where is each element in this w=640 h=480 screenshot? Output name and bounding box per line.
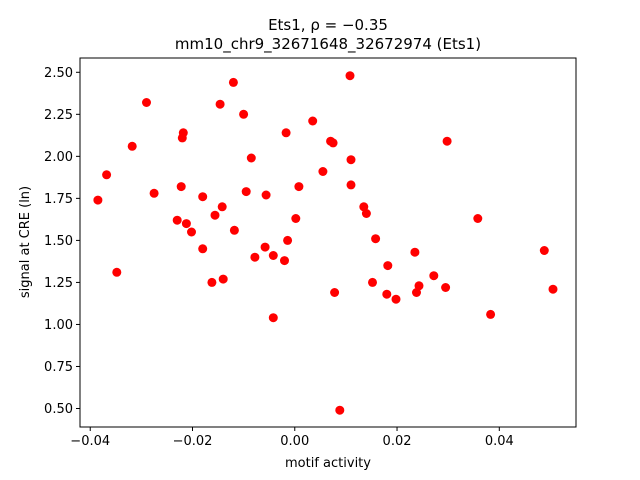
data-point bbox=[268, 251, 278, 260]
x-axis-label: motif activity bbox=[285, 456, 371, 471]
data-point bbox=[346, 155, 356, 165]
data-point bbox=[149, 188, 159, 198]
y-tick-label: 2.25 bbox=[44, 108, 73, 123]
data-point bbox=[429, 271, 439, 281]
data-point bbox=[261, 190, 271, 200]
data-point bbox=[280, 256, 289, 266]
x-tick-label: −0.02 bbox=[173, 434, 213, 449]
chart-title-line1: Ets1, ρ = −0.35 bbox=[268, 16, 388, 34]
data-point bbox=[217, 202, 227, 212]
data-point bbox=[215, 99, 225, 109]
data-point bbox=[281, 128, 291, 138]
data-point bbox=[198, 192, 208, 202]
x-tick-label: 0.04 bbox=[485, 434, 514, 449]
y-tick-label: 1.00 bbox=[44, 318, 73, 333]
data-point bbox=[318, 167, 328, 176]
data-points bbox=[93, 71, 558, 415]
data-point bbox=[187, 227, 196, 237]
x-axis-ticks: −0.04 −0.02 0.00 0.02 0.04 bbox=[70, 427, 514, 449]
data-point bbox=[346, 180, 356, 190]
data-point bbox=[308, 116, 318, 126]
data-point bbox=[228, 77, 238, 87]
data-point bbox=[246, 153, 256, 163]
data-point bbox=[93, 195, 103, 205]
chart-title-line2: mm10_chr9_32671648_32672974 (Ets1) bbox=[175, 35, 481, 54]
data-point bbox=[268, 313, 278, 323]
y-axis-ticks: 0.50 0.75 1.00 1.25 1.50 1.75 2.00 2.25 2.50 bbox=[44, 66, 80, 417]
data-point bbox=[283, 235, 293, 245]
data-point bbox=[178, 128, 188, 138]
y-tick-label: 0.75 bbox=[44, 360, 73, 375]
y-axis-label: signal at CRE (ln) bbox=[18, 186, 33, 298]
data-point bbox=[330, 288, 340, 297]
data-point bbox=[112, 267, 122, 277]
data-point bbox=[229, 225, 239, 235]
data-point bbox=[441, 283, 451, 292]
data-point bbox=[127, 141, 137, 151]
data-point bbox=[442, 136, 452, 146]
y-tick-label: 2.50 bbox=[44, 66, 73, 81]
data-point bbox=[539, 246, 549, 255]
data-point bbox=[250, 252, 260, 262]
data-point bbox=[473, 214, 483, 223]
data-point bbox=[239, 109, 249, 119]
data-point bbox=[291, 214, 301, 223]
data-point bbox=[361, 209, 371, 218]
y-tick-label: 1.50 bbox=[44, 234, 73, 249]
data-point bbox=[210, 210, 220, 220]
data-point bbox=[345, 71, 355, 81]
data-point bbox=[181, 219, 191, 229]
data-point bbox=[176, 182, 186, 192]
plot-frame bbox=[79, 57, 577, 428]
data-point bbox=[383, 261, 393, 271]
data-point bbox=[102, 170, 112, 180]
data-point bbox=[198, 244, 208, 254]
data-point bbox=[410, 247, 420, 257]
data-point bbox=[218, 274, 228, 284]
data-point bbox=[368, 277, 377, 287]
data-point bbox=[371, 234, 381, 244]
data-point bbox=[414, 281, 424, 291]
data-point bbox=[486, 309, 496, 319]
y-tick-label: 1.75 bbox=[44, 192, 73, 207]
data-point bbox=[335, 405, 345, 415]
x-tick-label: 0.00 bbox=[280, 434, 309, 449]
data-point bbox=[548, 284, 558, 294]
data-point bbox=[142, 98, 151, 107]
data-point bbox=[328, 138, 338, 148]
data-point bbox=[382, 289, 392, 299]
y-tick-label: 1.25 bbox=[44, 276, 73, 291]
x-tick-label: −0.04 bbox=[70, 434, 110, 449]
data-point bbox=[294, 182, 304, 192]
data-point bbox=[207, 277, 217, 287]
x-tick-label: 0.02 bbox=[383, 434, 412, 449]
data-point bbox=[260, 242, 270, 252]
y-tick-label: 0.50 bbox=[44, 402, 73, 417]
y-tick-label: 2.00 bbox=[44, 150, 73, 165]
data-point bbox=[172, 215, 182, 225]
data-point bbox=[391, 294, 401, 304]
data-point bbox=[241, 187, 251, 197]
